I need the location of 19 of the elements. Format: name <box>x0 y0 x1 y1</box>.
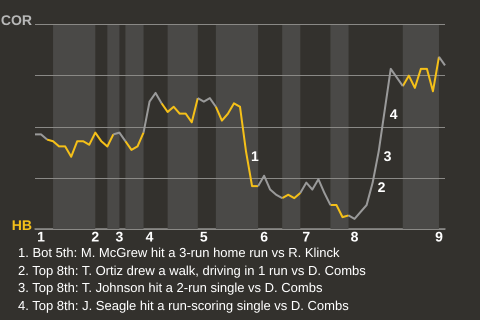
x-tick-label: 8 <box>350 228 359 244</box>
text: 3. Top 8th: T. Johnson hit a 2-run single vs D. Combs <box>18 279 324 296</box>
text: 4. Top 8th: J. Seagle hit a run-scoring single vs D. Combs <box>18 296 350 314</box>
x-tick-label: 5 <box>200 228 208 244</box>
x-tick-label: 1 <box>37 228 46 244</box>
annotation: 4 <box>390 106 398 122</box>
x-tick-label: 3 <box>116 228 124 244</box>
text: 1. Bot 5th: M. McGrew hit a 3-run home run vs R. Klinck <box>18 244 341 262</box>
text: 2. Top 8th: T. Ortiz drew a walk, driving in 1 run vs D. Combs <box>18 262 366 279</box>
text: HB <box>12 217 32 234</box>
x-tick-label: 7 <box>302 228 310 244</box>
x-tick-label: 9 <box>435 228 444 244</box>
annotation: 2 <box>378 178 386 195</box>
text: COR <box>0 12 32 28</box>
annotation: 1 <box>251 148 259 164</box>
annotation: 3 <box>384 148 392 164</box>
x-tick-label: 2 <box>91 228 100 244</box>
x-tick-label: 4 <box>146 228 154 244</box>
x-tick-label: 6 <box>260 228 268 244</box>
